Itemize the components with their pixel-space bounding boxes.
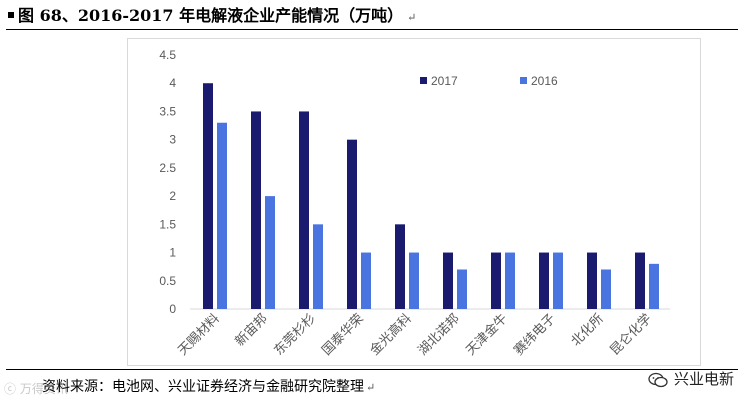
legend-label: 2017 <box>431 74 458 88</box>
y-tick-label: 3 <box>169 133 176 147</box>
bar-2017 <box>443 252 453 309</box>
y-tick-label: 3.5 <box>159 104 176 118</box>
watermark-left: ⓒ 万得资讯 <box>4 382 68 396</box>
source-note: 资料来源：电池网、兴业证券经济与金融研究院整理 ↵ <box>42 376 375 398</box>
x-tick-label: 湖北诺邦 <box>415 311 462 358</box>
bar-2017 <box>251 111 261 309</box>
bar-2016 <box>649 263 659 309</box>
bar-2016 <box>265 196 275 309</box>
bar-2016 <box>409 252 419 309</box>
legend-label: 2016 <box>531 74 558 88</box>
bar-2016 <box>217 122 227 309</box>
bar-2017 <box>539 252 549 309</box>
x-tick-label: 金光高科 <box>367 311 415 359</box>
return-mark-icon: ↵ <box>366 381 376 394</box>
figure-title: 图 68、2016-2017 年电解液企业产能情况（万吨） ↵ <box>6 4 416 28</box>
wechat-icon <box>648 372 668 387</box>
bar-2017 <box>203 83 213 309</box>
y-tick-label: 4.5 <box>159 48 176 62</box>
x-tick-label: 天津金牛 <box>463 311 511 359</box>
wechat-brand-text: 兴业电新 <box>673 370 734 388</box>
x-tick-label: 赛纬电子 <box>511 311 559 359</box>
x-tick-label: 新宙邦 <box>232 311 271 350</box>
legend-swatch-2017 <box>420 77 427 84</box>
bar-2016 <box>601 269 611 309</box>
y-tick-label: 2.5 <box>159 161 176 175</box>
top-rule <box>6 29 738 30</box>
y-tick-label: 0 <box>169 302 176 316</box>
x-tick-label: 国泰华荣 <box>319 311 366 358</box>
x-tick-label: 昆仑化学 <box>607 311 655 359</box>
bar-2016 <box>313 224 323 309</box>
bar-2017 <box>299 111 309 309</box>
bottom-rule <box>6 369 738 370</box>
bar-2016 <box>457 269 467 309</box>
figure-title-text: 图 68、2016-2017 年电解液企业产能情况（万吨） <box>18 6 404 25</box>
bullet-square-icon <box>8 12 14 18</box>
bar-2016 <box>505 252 515 309</box>
bar-2017 <box>635 252 645 309</box>
bar-2017 <box>347 139 357 309</box>
bar-2016 <box>553 252 563 309</box>
x-tick-label: 东莞杉杉 <box>271 311 318 358</box>
y-tick-label: 1 <box>169 246 176 260</box>
bar-2017 <box>587 252 597 309</box>
x-tick-label: 天赐材料 <box>175 311 222 358</box>
bar-2016 <box>361 252 371 309</box>
chart-area <box>127 38 701 366</box>
bar-2017 <box>395 224 405 309</box>
y-tick-label: 0.5 <box>159 274 176 288</box>
bar-2017 <box>491 252 501 309</box>
return-mark-icon: ↵ <box>407 11 417 24</box>
x-tick-label: 北化所 <box>569 311 607 349</box>
wechat-brand: 兴业电新 <box>648 368 734 390</box>
y-tick-label: 2 <box>169 189 176 203</box>
y-tick-label: 4 <box>169 76 176 90</box>
y-tick-label: 1.5 <box>159 217 176 231</box>
legend-swatch-2016 <box>520 77 527 84</box>
source-text: 资料来源：电池网、兴业证券经济与金融研究院整理 <box>42 379 364 395</box>
